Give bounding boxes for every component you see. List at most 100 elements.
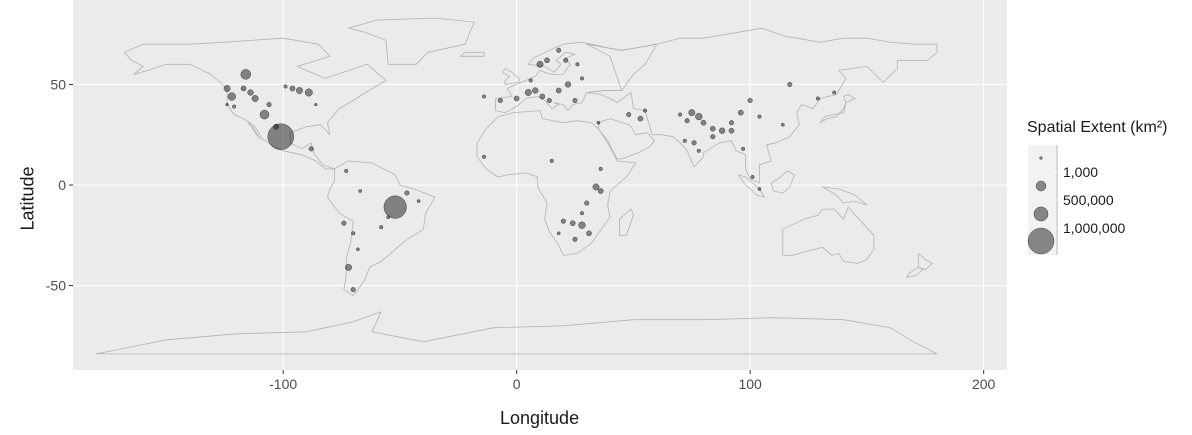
data-point	[227, 92, 236, 101]
data-point	[592, 183, 600, 191]
size-legend: 1,000 500,000 1,000,000	[1027, 145, 1125, 255]
data-point	[832, 90, 837, 95]
landmass-sumatra	[738, 174, 765, 198]
data-point	[481, 94, 487, 99]
legend-label: 500,000	[1063, 192, 1114, 208]
data-point	[737, 109, 744, 116]
data-point	[308, 146, 314, 152]
x-axis-title: Longitude	[500, 408, 580, 428]
data-point	[344, 168, 349, 173]
data-point	[709, 125, 716, 132]
x-tick-label: 200	[972, 376, 996, 392]
data-point	[358, 189, 363, 193]
x-tick-label: -100	[269, 376, 297, 392]
data-point	[695, 112, 703, 121]
data-point	[379, 225, 384, 230]
landmass-new-guinea	[822, 186, 868, 206]
data-point	[528, 78, 533, 83]
data-point	[747, 97, 753, 104]
data-point	[678, 112, 683, 117]
data-point	[345, 263, 352, 271]
data-point	[750, 174, 755, 180]
spatial-extent-points	[223, 47, 837, 293]
landmass-australia	[782, 206, 875, 264]
data-point	[584, 200, 590, 206]
data-point	[416, 199, 421, 203]
data-point	[696, 148, 701, 153]
landmass-antarctica	[95, 311, 938, 355]
data-point	[556, 47, 562, 53]
x-axis-ticks: -100 0 100 200	[269, 370, 996, 392]
data-point	[546, 97, 552, 104]
data-point	[283, 84, 288, 89]
landmass-borneo	[770, 170, 795, 194]
data-point	[569, 220, 576, 227]
legend-label: 1,000,000	[1063, 220, 1125, 236]
data-point	[626, 112, 632, 118]
data-point	[247, 89, 254, 96]
data-point	[296, 87, 303, 94]
data-point	[728, 120, 735, 126]
data-point	[579, 211, 585, 216]
landmass-greenland	[348, 17, 476, 65]
world-outline	[95, 17, 938, 355]
data-point	[596, 120, 601, 125]
landmass-new-zealand-south	[906, 266, 924, 278]
data-point	[780, 122, 785, 127]
data-point	[223, 85, 231, 92]
data-point	[728, 127, 735, 134]
data-point	[341, 220, 347, 226]
data-point	[578, 221, 586, 229]
data-point	[251, 95, 259, 102]
landmass-europe	[495, 41, 658, 113]
y-axis-title: Latitude	[17, 166, 38, 231]
data-point	[225, 102, 229, 107]
data-point	[710, 134, 716, 140]
data-point	[266, 102, 272, 108]
landmass-south-america	[327, 160, 436, 297]
y-axis-ticks: 50 0 -50	[46, 76, 73, 294]
legend-key-circle	[1039, 156, 1043, 160]
data-point	[684, 118, 690, 124]
landmass-madagascar	[619, 208, 634, 236]
data-point	[637, 115, 644, 122]
data-point	[682, 138, 687, 143]
data-point	[598, 166, 603, 171]
data-point	[572, 97, 578, 104]
data-point	[563, 57, 569, 63]
data-point	[232, 104, 237, 109]
data-point	[240, 69, 252, 80]
landmass-great-britain	[502, 68, 520, 85]
data-point	[350, 287, 356, 293]
data-point	[497, 97, 503, 104]
data-point	[513, 95, 520, 102]
legend-label: 1,000	[1063, 164, 1098, 180]
data-point	[597, 188, 604, 194]
legend-key-circle	[1035, 180, 1047, 192]
x-tick-label: 100	[738, 376, 762, 392]
data-point	[544, 57, 550, 64]
data-point	[404, 190, 410, 196]
data-point	[273, 123, 279, 130]
landmass-iceland	[460, 51, 485, 57]
data-point	[757, 187, 762, 191]
data-point	[240, 85, 247, 92]
data-point	[787, 81, 793, 88]
data-point	[579, 76, 585, 81]
data-point	[815, 96, 820, 101]
data-point	[575, 62, 580, 67]
data-point	[691, 140, 697, 146]
data-point	[718, 127, 726, 134]
data-point	[536, 60, 544, 68]
y-tick-label: 0	[58, 177, 66, 193]
data-point	[700, 119, 707, 126]
data-point	[356, 247, 360, 252]
data-point	[383, 195, 407, 219]
data-point	[741, 146, 746, 151]
data-point	[351, 231, 356, 236]
data-point	[560, 218, 566, 224]
legend-key-circle	[1027, 227, 1055, 255]
data-point	[259, 109, 270, 120]
data-point	[555, 87, 562, 94]
